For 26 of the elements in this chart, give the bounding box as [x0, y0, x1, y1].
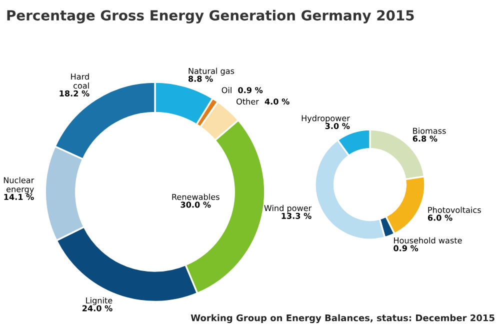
data-label: 8.8 % — [188, 76, 213, 82]
data-label: 6.0 % — [428, 214, 452, 221]
slice-label: Hard coal — [71, 73, 89, 89]
slice-label: Photovoltaics — [428, 206, 481, 213]
slice-label: Natural gas — [188, 68, 234, 76]
data-label: 3.0 % — [325, 122, 350, 130]
slice-label: Wind power — [264, 204, 312, 213]
data-label: 13.3 % — [282, 212, 312, 219]
slice-label: Other — [236, 98, 259, 105]
data-label: 0.9 % — [394, 245, 418, 252]
data-label: 30.0 % — [180, 202, 211, 208]
data-label: 24.0 % — [82, 305, 112, 312]
slice-label: Lignite — [86, 297, 112, 306]
data-label: 0.9 % — [238, 87, 263, 94]
slice-label: Biomass — [413, 128, 446, 134]
slice-label: Hydropower — [302, 115, 350, 123]
slice-label: Oil — [222, 86, 232, 94]
data-label: 18.2 % — [60, 90, 90, 96]
data-label: 14.1 % — [4, 194, 34, 200]
slice-label: Nuclear energy — [4, 176, 34, 194]
slice-label: Household waste — [394, 237, 462, 244]
slice-label: Renewables — [172, 194, 220, 200]
data-label: 4.0 % — [264, 98, 290, 105]
data-label: 6.8 % — [412, 136, 438, 142]
text: Working Group on Energy Balances, status: December 2015 — [190, 314, 494, 324]
chart-title: Percentage Gross Energy Generation Germany 2015 — [7, 10, 414, 24]
